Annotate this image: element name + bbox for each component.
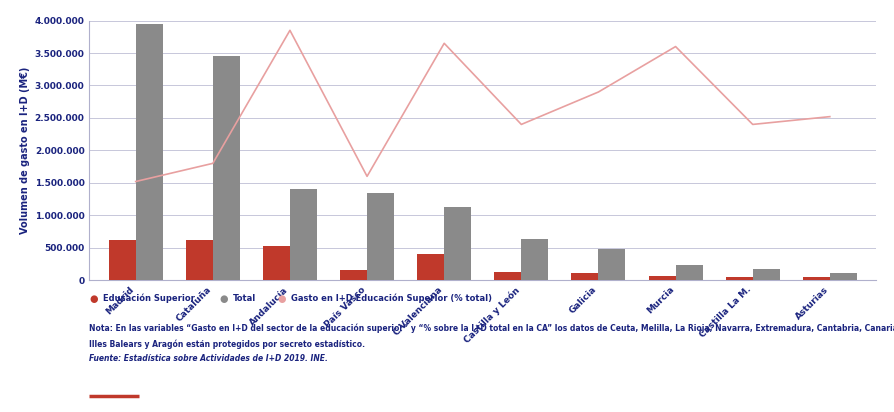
Bar [753,269,780,280]
Text: Gasto en I+D Educación Superior (% total): Gasto en I+D Educación Superior (% total… [291,294,492,304]
Bar [521,239,548,280]
Bar [263,246,290,280]
Y-axis label: Volumen de gasto en I+D (M€): Volumen de gasto en I+D (M€) [21,67,30,234]
Bar [803,277,830,280]
Bar [109,240,136,280]
Text: ●: ● [277,294,286,304]
Text: ●: ● [219,294,228,304]
Bar [290,190,317,280]
Text: Educación Superior: Educación Superior [103,294,195,304]
Bar [726,277,753,280]
Bar [367,192,394,280]
Bar [417,254,444,280]
Bar [340,270,367,280]
Bar [830,273,856,280]
Text: Illes Balears y Aragón están protegidos por secreto estadístico.: Illes Balears y Aragón están protegidos … [89,340,366,349]
Text: Nota: En las variables “Gasto en I+D del sector de la educación superior” y “% s: Nota: En las variables “Gasto en I+D del… [89,323,894,333]
Text: Total: Total [232,294,256,303]
Bar [444,207,471,280]
Bar [213,56,240,280]
Bar [494,272,521,280]
Text: Fuente: Estadística sobre Actividades de I+D 2019. INE.: Fuente: Estadística sobre Actividades de… [89,354,328,363]
Text: ●: ● [89,294,98,304]
Bar [571,273,598,280]
Bar [648,276,676,280]
Bar [676,265,703,280]
Bar [598,249,626,280]
Bar [186,240,213,280]
Bar [136,24,163,280]
